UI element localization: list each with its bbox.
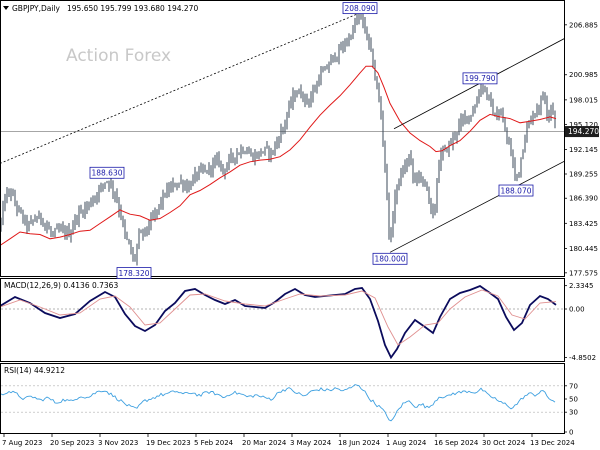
rsi-y-tick-label: 70 <box>569 382 578 390</box>
y-tick-label: 180.445 <box>569 245 598 253</box>
macd-y-tick-label: 2.3345 <box>569 282 594 290</box>
ohlc-values: 195.650 195.799 193.680 194.270 <box>67 4 198 13</box>
macd-signal-line <box>1 289 557 346</box>
rsi-pane[interactable] <box>0 363 565 434</box>
y-tick-label: 198.015 <box>569 96 598 104</box>
x-tick-label: 1 Aug 2024 <box>386 439 427 447</box>
price-annotation[interactable]: 188.070 <box>498 184 534 197</box>
price-annotation[interactable]: 180.000 <box>372 252 408 265</box>
annotation-box <box>116 267 152 279</box>
macd-label: MACD(12,26,9) 0.4136 0.7363 <box>4 281 118 290</box>
watermark: Action Forex <box>66 46 171 66</box>
y-tick-label: 183.425 <box>569 220 598 228</box>
annotation-box <box>498 184 534 197</box>
price-annotation[interactable]: 208.090 <box>342 2 378 15</box>
annotation-box <box>342 2 378 15</box>
x-tick-label: 19 Dec 2023 <box>146 439 191 447</box>
annotation-label: 178.320 <box>118 269 149 278</box>
price-annotation[interactable]: 178.320 <box>116 267 152 279</box>
macd-y-tick-label: 0.00 <box>569 306 585 314</box>
rsi-label: RSI(14) 44.9212 <box>4 366 65 375</box>
macd-line <box>1 284 557 360</box>
chart-header: GBPJPY,Daily 195.650 195.799 193.680 194… <box>3 4 198 13</box>
price-annotation[interactable]: 199.790 <box>462 72 498 85</box>
x-tick-label: 16 Sep 2024 <box>434 439 479 447</box>
y-tick-label: 206.885 <box>569 21 598 29</box>
annotation-label: 180.000 <box>374 255 405 264</box>
price-pane[interactable] <box>0 0 565 277</box>
annotation-box <box>89 166 125 179</box>
x-tick-label: 13 Dec 2024 <box>530 439 575 447</box>
rsi-y-tick-label: 50 <box>569 396 578 404</box>
channel-line[interactable] <box>389 160 565 253</box>
rsi-y-tick-label: 0 <box>569 429 573 437</box>
y-tick-label: 200.985 <box>569 71 598 79</box>
dotted-trendline[interactable] <box>0 12 361 164</box>
x-tick-label: 7 Aug 2023 <box>2 439 42 447</box>
x-tick-label: 30 Oct 2024 <box>482 439 526 447</box>
annotation-label: 199.790 <box>464 74 495 83</box>
x-tick-label: 3 May 2024 <box>290 439 332 447</box>
annotation-label: 208.090 <box>344 4 375 13</box>
y-tick-label: 189.255 <box>569 170 598 178</box>
x-tick-label: 5 Feb 2024 <box>194 439 234 447</box>
macd-y-tick-label: -4.8502 <box>569 354 596 362</box>
y-tick-label: 192.145 <box>569 146 598 154</box>
current-price-tag <box>565 126 599 138</box>
rsi-line <box>1 384 556 422</box>
macd-pane[interactable] <box>0 278 565 362</box>
y-tick-label: 186.390 <box>569 195 598 203</box>
rsi-y-tick-label: 30 <box>569 409 578 417</box>
triangle-down-icon[interactable] <box>3 6 9 10</box>
moving-average-line <box>1 65 557 246</box>
y-tick-label: 195.120 <box>569 121 598 129</box>
annotation-label: 188.630 <box>91 169 122 178</box>
candle-series <box>1 8 556 266</box>
y-tick-label: 177.575 <box>569 269 598 277</box>
annotation-box <box>462 72 498 85</box>
x-tick-label: 20 Sep 2023 <box>50 439 94 447</box>
annotation-box <box>372 252 408 265</box>
x-tick-label: 18 Jun 2024 <box>338 439 381 447</box>
annotation-label: 188.070 <box>500 186 531 195</box>
x-tick-label: 3 Nov 2023 <box>98 439 138 447</box>
current-price-label: 194.270 <box>568 127 599 136</box>
symbol-label: GBPJPY,Daily <box>12 4 61 13</box>
x-tick-label: 20 Mar 2024 <box>242 439 287 447</box>
price-annotation[interactable]: 188.630 <box>89 166 125 179</box>
